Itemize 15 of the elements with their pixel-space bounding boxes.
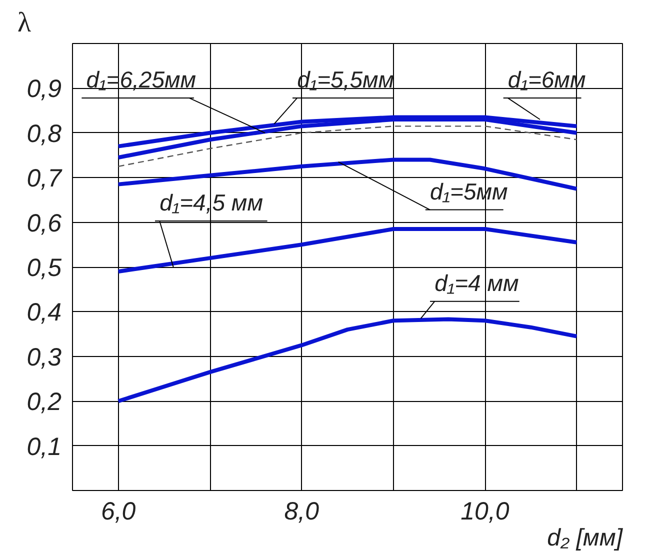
y-tick-label: 0,6 — [26, 209, 62, 238]
x-tick-label: 8,0 — [284, 498, 320, 526]
y-tick-label: 0,7 — [26, 164, 63, 193]
y-tick-label: 0,8 — [26, 120, 62, 148]
y-tick-label: 0,5 — [26, 254, 62, 282]
y-axis-title: λ — [18, 8, 32, 38]
y-tick-label: 0,2 — [26, 388, 62, 416]
x-tick-label: 10,0 — [460, 498, 510, 526]
y-tick-label: 0,3 — [26, 343, 62, 372]
annotation: d₁=4 мм — [434, 270, 520, 296]
y-tick-label: 0,4 — [26, 298, 62, 327]
y-tick-label: 0,9 — [26, 75, 62, 104]
x-tick-label: 6,0 — [100, 498, 136, 526]
y-tick-label: 0,1 — [26, 432, 62, 461]
x-axis-title: d₂ [мм] — [547, 524, 624, 551]
